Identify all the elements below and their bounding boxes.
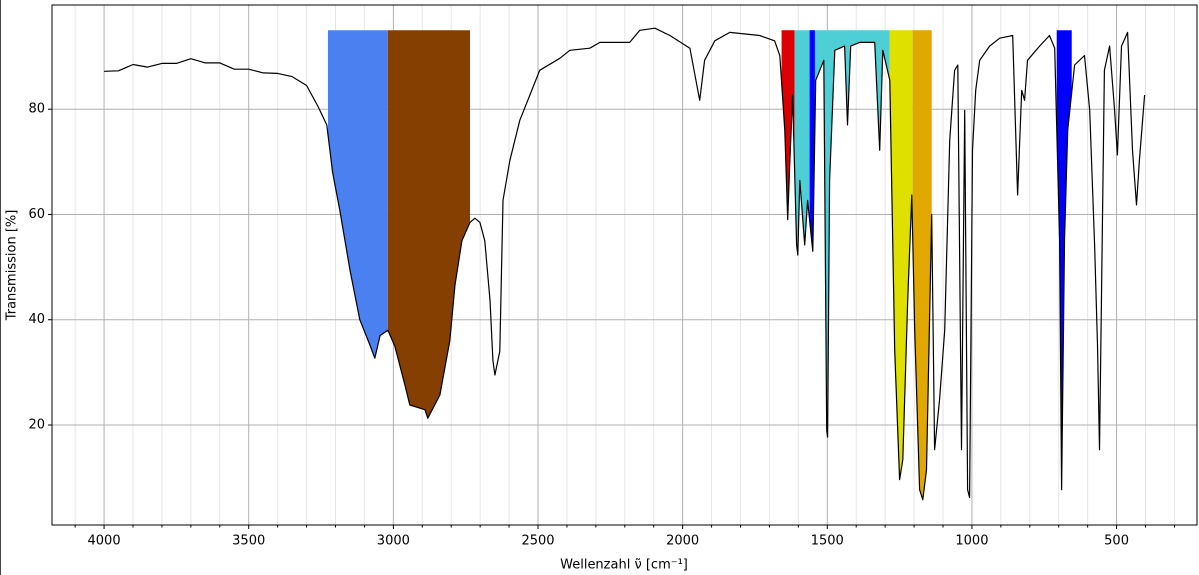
x-tick-label: 1500 <box>811 534 844 549</box>
band <box>794 30 890 438</box>
y-tick-label: 60 <box>28 207 45 222</box>
y-tick-label: 40 <box>28 312 45 327</box>
spectrum-line <box>104 27 1146 501</box>
x-tick-label: 4000 <box>88 534 121 549</box>
x-tick-label: 3500 <box>232 534 265 549</box>
band <box>327 30 388 359</box>
band <box>387 30 471 419</box>
x-tick-label: 1000 <box>955 534 988 549</box>
band <box>781 30 795 220</box>
y-tick-label: 80 <box>28 102 45 117</box>
y-tick-label: 20 <box>28 418 45 433</box>
x-tick-label: 3000 <box>377 534 410 549</box>
band <box>809 30 815 252</box>
x-tick-label: 2500 <box>521 534 554 549</box>
x-axis-label: Wellenzahl ν̃ [cm⁻¹] <box>560 558 688 573</box>
y-axis-label: Transmission [%] <box>5 210 20 322</box>
x-tick-label: 500 <box>1104 534 1129 549</box>
band <box>912 30 932 500</box>
x-tick-label: 2000 <box>666 534 699 549</box>
plot-frame <box>51 4 1198 526</box>
